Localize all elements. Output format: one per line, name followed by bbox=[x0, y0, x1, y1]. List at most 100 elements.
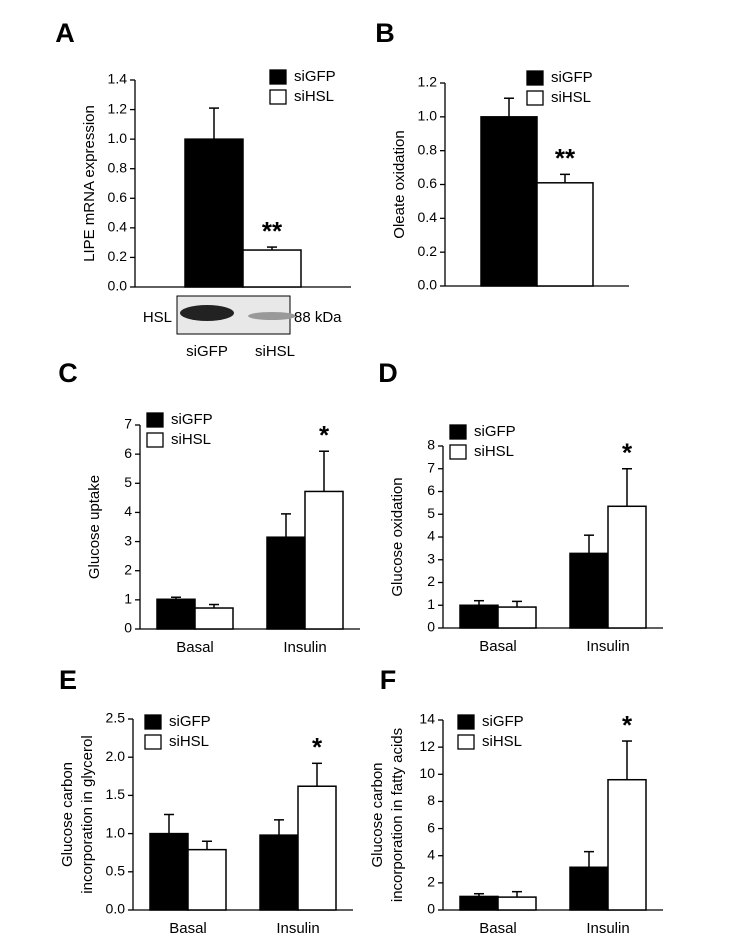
legend-swatch bbox=[144, 734, 162, 750]
significance-mark: * bbox=[622, 710, 633, 740]
y-tick-label: 2 bbox=[427, 573, 435, 589]
bar bbox=[480, 116, 538, 287]
bar bbox=[569, 552, 609, 629]
x-tick-label: Insulin bbox=[276, 920, 319, 937]
legend-label: siGFP bbox=[474, 423, 516, 440]
y-tick-label: 3 bbox=[427, 550, 435, 566]
legend-label: siGFP bbox=[169, 713, 211, 730]
y-tick-label: 0.0 bbox=[108, 278, 128, 294]
y-tick-label: 7 bbox=[427, 459, 435, 475]
y-tick-label: 10 bbox=[419, 765, 435, 781]
blot-band bbox=[180, 305, 234, 321]
bar bbox=[607, 778, 647, 911]
y-tick-label: 0 bbox=[427, 901, 435, 917]
y-tick-label: 4 bbox=[427, 528, 435, 544]
western-blot bbox=[176, 295, 296, 335]
y-tick-label: 1.0 bbox=[418, 108, 438, 124]
blot-band bbox=[248, 312, 296, 320]
y-axis-label: incorporation in glycerol bbox=[79, 735, 96, 893]
bar bbox=[149, 832, 189, 911]
bar bbox=[607, 505, 647, 629]
legend-label: siGFP bbox=[482, 713, 524, 730]
y-tick-label: 8 bbox=[427, 792, 435, 808]
panel-letter: F bbox=[380, 665, 397, 695]
legend-swatch bbox=[449, 444, 467, 460]
y-tick-label: 0.4 bbox=[108, 219, 128, 235]
legend-swatch bbox=[457, 714, 475, 730]
legend-swatch bbox=[449, 424, 467, 440]
y-axis-label: Oleate oxidation bbox=[391, 130, 408, 238]
y-tick-label: 0.8 bbox=[108, 159, 128, 175]
bar bbox=[459, 604, 499, 629]
y-tick-label: 2.5 bbox=[106, 710, 126, 726]
y-tick-label: 1.0 bbox=[108, 130, 128, 146]
legend-swatch bbox=[457, 734, 475, 750]
y-tick-label: 1.0 bbox=[106, 824, 126, 840]
x-tick-label: Insulin bbox=[586, 638, 629, 655]
bar bbox=[187, 848, 227, 911]
y-tick-label: 0.5 bbox=[106, 863, 126, 879]
significance-mark: * bbox=[312, 732, 323, 762]
panel-letter: B bbox=[375, 18, 395, 48]
legend-swatch bbox=[526, 90, 544, 106]
bar bbox=[304, 490, 344, 630]
y-axis-label: incorporation in fatty acids bbox=[389, 728, 406, 902]
legend-label: siHSL bbox=[294, 88, 334, 105]
legend-label: siGFP bbox=[171, 411, 213, 428]
x-tick-label: Basal bbox=[176, 639, 214, 656]
y-tick-label: 6 bbox=[427, 819, 435, 835]
y-tick-label: 1.4 bbox=[108, 71, 128, 87]
bar bbox=[297, 785, 337, 911]
y-tick-label: 0 bbox=[427, 619, 435, 635]
y-tick-label: 7 bbox=[124, 416, 132, 432]
legend-swatch bbox=[144, 714, 162, 730]
y-axis-label: LIPE mRNA expression bbox=[81, 105, 98, 262]
y-tick-label: 0.6 bbox=[418, 175, 438, 191]
y-tick-label: 1 bbox=[124, 591, 132, 607]
blot-label: HSL bbox=[143, 309, 172, 326]
significance-mark: ** bbox=[555, 143, 576, 173]
bar bbox=[497, 606, 537, 629]
y-tick-label: 12 bbox=[419, 738, 435, 754]
blot-lane-label: siGFP bbox=[186, 343, 228, 360]
y-tick-label: 2 bbox=[427, 874, 435, 890]
y-tick-label: 0.8 bbox=[418, 141, 438, 157]
bar bbox=[242, 249, 302, 288]
y-tick-label: 1 bbox=[427, 596, 435, 612]
panel-letter: A bbox=[55, 18, 75, 48]
y-tick-label: 8 bbox=[427, 437, 435, 453]
legend-label: siHSL bbox=[171, 431, 211, 448]
y-tick-label: 3 bbox=[124, 532, 132, 548]
y-tick-label: 5 bbox=[427, 505, 435, 521]
bar bbox=[194, 607, 234, 630]
y-tick-label: 6 bbox=[427, 482, 435, 498]
legend-label: siGFP bbox=[294, 68, 336, 85]
y-axis-label: Glucose uptake bbox=[86, 475, 103, 579]
y-tick-label: 0.6 bbox=[108, 189, 128, 205]
legend-label: siGFP bbox=[551, 69, 593, 86]
y-tick-label: 0.0 bbox=[106, 901, 126, 917]
blot-size: 88 kDa bbox=[294, 309, 342, 326]
y-tick-label: 2 bbox=[124, 561, 132, 577]
bar bbox=[536, 182, 594, 287]
y-tick-label: 1.5 bbox=[106, 786, 126, 802]
significance-mark: * bbox=[319, 420, 330, 450]
x-tick-label: Insulin bbox=[586, 920, 629, 937]
y-tick-label: 1.2 bbox=[108, 100, 128, 116]
y-tick-label: 14 bbox=[419, 711, 435, 727]
panel-letter: E bbox=[59, 665, 77, 695]
legend-swatch bbox=[526, 70, 544, 86]
y-tick-label: 0 bbox=[124, 620, 132, 636]
y-tick-label: 0.4 bbox=[418, 209, 438, 225]
y-axis-label: Glucose oxidation bbox=[389, 477, 406, 596]
legend-swatch bbox=[269, 89, 287, 105]
panel-letter: C bbox=[58, 358, 78, 388]
bar bbox=[259, 834, 299, 911]
panel-letter: D bbox=[378, 358, 398, 388]
x-tick-label: Basal bbox=[479, 920, 517, 937]
y-tick-label: 4 bbox=[427, 846, 435, 862]
bar bbox=[569, 866, 609, 911]
legend-label: siHSL bbox=[169, 733, 209, 750]
legend-swatch bbox=[146, 432, 164, 448]
bar bbox=[497, 896, 537, 911]
